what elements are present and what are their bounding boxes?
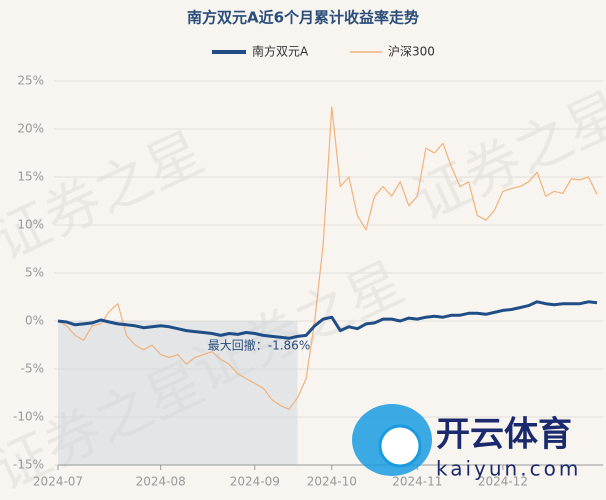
logo-url: kaiyun.com [436,457,581,481]
y-tick-label: 25% [17,74,44,88]
y-tick-label: 15% [17,170,44,184]
y-tick-label: -15% [13,458,44,472]
x-tick-label: 2024-11 [392,475,442,489]
y-tick-label: -5% [21,362,44,376]
logo-text: 开云体育 [436,415,572,455]
drawdown-area [58,321,298,465]
y-tick-label: 20% [17,122,44,136]
x-tick-label: 2024-09 [230,475,280,489]
y-tick-label: 5% [25,266,44,280]
x-tick-label: 2024-08 [136,475,186,489]
logo-ball [378,424,422,468]
annotation: 最大回撤：-1.86% [208,338,310,353]
series-line [57,106,598,410]
x-tick-label: 2024-12 [478,475,528,489]
chart-title: 南方双元A近6个月累计收益率走势 [187,9,419,27]
legend-label: 沪深300 [388,45,435,59]
y-tick-label: 0% [25,314,44,328]
x-tick-label: 2024-10 [307,475,357,489]
y-tick-label: 10% [17,218,44,232]
plot: -15% -10% -5% 0% 5% 10% 15% 20% 25% 最大回撤：-1.86% 20… [13,74,603,489]
x-tick-label: 2024-07 [33,475,83,489]
legend-label: 南方双元A [252,44,309,59]
y-tick-label: -10% [13,410,44,424]
series-line [57,300,598,340]
